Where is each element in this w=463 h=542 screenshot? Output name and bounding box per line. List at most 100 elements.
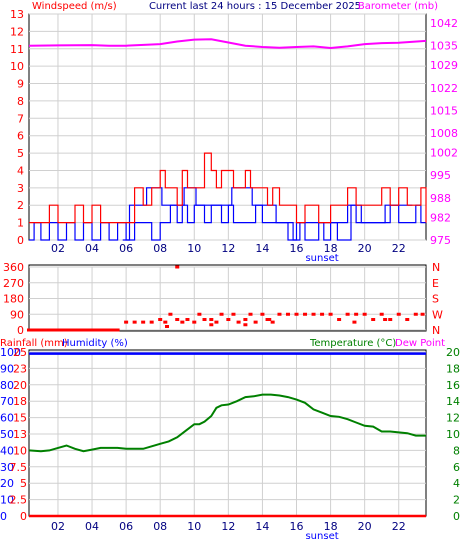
direction-point (294, 312, 299, 316)
temperature-series (28, 393, 426, 453)
rain-tick-label: 5 (20, 477, 27, 490)
direction-point (202, 318, 207, 321)
temperature-tick-label: 4 (453, 477, 460, 490)
direction-degree-label: 90 (10, 308, 24, 321)
rain-tick-label: 15 (13, 412, 27, 425)
barometer-tick-label: 1002 (430, 147, 458, 160)
direction-point (277, 312, 282, 316)
hour-tick-label: 06 (119, 242, 133, 255)
direction-point (267, 318, 272, 321)
wind-tick-label: 8 (17, 95, 24, 108)
hour-tick-label: 02 (51, 242, 65, 255)
rain-tick-label: 7.5 (10, 461, 28, 474)
hour-tick-label: 20 (358, 520, 372, 533)
direction-point (328, 312, 333, 316)
direction-point (180, 320, 185, 324)
direction-point (420, 312, 425, 316)
wind-tick-label: 10 (10, 60, 24, 73)
direction-point (383, 318, 388, 321)
hour-tick-label: 10 (187, 520, 201, 533)
humidity-tick-label: 70 (0, 395, 14, 408)
temperature-tick-label: 20 (446, 346, 460, 359)
temperature-tick-label: 14 (446, 395, 460, 408)
barometer-tick-label: 975 (430, 234, 451, 247)
humidity-tick-label: 90 (0, 362, 14, 375)
wind-tick-label: 13 (10, 8, 24, 21)
hour-tick-label: 18 (324, 520, 338, 533)
temperature-tick-label: 10 (446, 428, 460, 441)
rain-tick-label: 0 (20, 510, 27, 523)
barometer-tick-label: 1035 (430, 40, 458, 53)
hour-tick-label: 12 (221, 242, 235, 255)
direction-point (236, 320, 241, 324)
direction-point (253, 320, 258, 324)
wind-tick-label: 11 (10, 43, 24, 56)
direction-point (243, 323, 248, 327)
windspeed-title: Windspeed (m/s) (32, 1, 117, 12)
direction-point (132, 320, 137, 324)
humidity-tick-label: 40 (0, 444, 14, 457)
direction-point (168, 312, 173, 316)
wind-tick-label: 4 (17, 164, 24, 177)
hour-tick-label: 08 (153, 242, 167, 255)
wind-gust-series (29, 152, 427, 224)
direction-point (285, 312, 290, 316)
barometer-tick-label: 1022 (430, 82, 458, 95)
direction-point (396, 312, 401, 316)
barometer-tick-label: 988 (430, 192, 451, 205)
wind-tick-label: 3 (17, 182, 24, 195)
rain-tick-label: 10 (13, 444, 27, 457)
direction-point (260, 312, 265, 316)
rain-tick-label: 20 (13, 379, 27, 392)
direction-point (362, 312, 367, 316)
direction-point (248, 312, 253, 316)
hour-tick-label: 14 (255, 520, 269, 533)
temperature-tick-label: 6 (453, 461, 460, 474)
humidity-tick-label: 20 (0, 477, 14, 490)
direction-point (185, 318, 190, 321)
barometer-series (28, 38, 427, 50)
direction-compass-label: W (432, 308, 443, 321)
rain-tick-label: 25 (13, 346, 27, 359)
barometer-tick-label: 1042 (430, 17, 458, 30)
direction-compass-label: N (432, 261, 440, 274)
direction-point (163, 320, 168, 324)
humidity-tick-label: 10 (0, 494, 14, 507)
hour-tick-label: 04 (85, 242, 99, 255)
direction-point (388, 318, 393, 321)
wind-tick-label: 9 (17, 78, 24, 91)
direction-point (320, 312, 325, 316)
direction-point (209, 318, 214, 321)
barometer-title: Barometer (mb) (358, 1, 438, 12)
direction-degree-label: 0 (17, 324, 24, 337)
direction-point (352, 320, 357, 324)
hour-tick-label: 16 (290, 520, 304, 533)
rainfall-title: Rainfall (mm) (0, 338, 68, 349)
direction-point (192, 320, 197, 324)
chart-center-title: Current last 24 hours : 15 December 2025 (149, 1, 361, 12)
direction-degree-label: 270 (3, 277, 24, 290)
barometer-tick-label: 982 (430, 211, 451, 224)
temperature-humidity-chart: Rainfall (mm) Humidity (%) Temperature (… (0, 338, 460, 542)
hour-tick-label: 10 (187, 242, 201, 255)
direction-point (165, 325, 170, 328)
temperature-tick-label: 12 (446, 412, 460, 425)
direction-point (226, 318, 231, 321)
humidity-tick-label: 80 (0, 379, 14, 392)
humidity-tick-label: 0 (0, 510, 7, 523)
hour-tick-label: 04 (85, 520, 99, 533)
temperature-tick-label: 8 (453, 444, 460, 457)
hour-tick-label: 18 (324, 242, 338, 255)
temperature-tick-label: 18 (446, 362, 460, 375)
direction-point (345, 312, 350, 316)
hour-tick-label: 12 (221, 520, 235, 533)
direction-point (413, 312, 418, 316)
hour-tick-label: 22 (392, 520, 406, 533)
direction-point (141, 320, 146, 324)
hour-tick-label: 22 (392, 242, 406, 255)
wind-tick-label: 7 (17, 112, 24, 125)
direction-point (209, 323, 214, 327)
rain-tick-label: 18 (13, 395, 27, 408)
